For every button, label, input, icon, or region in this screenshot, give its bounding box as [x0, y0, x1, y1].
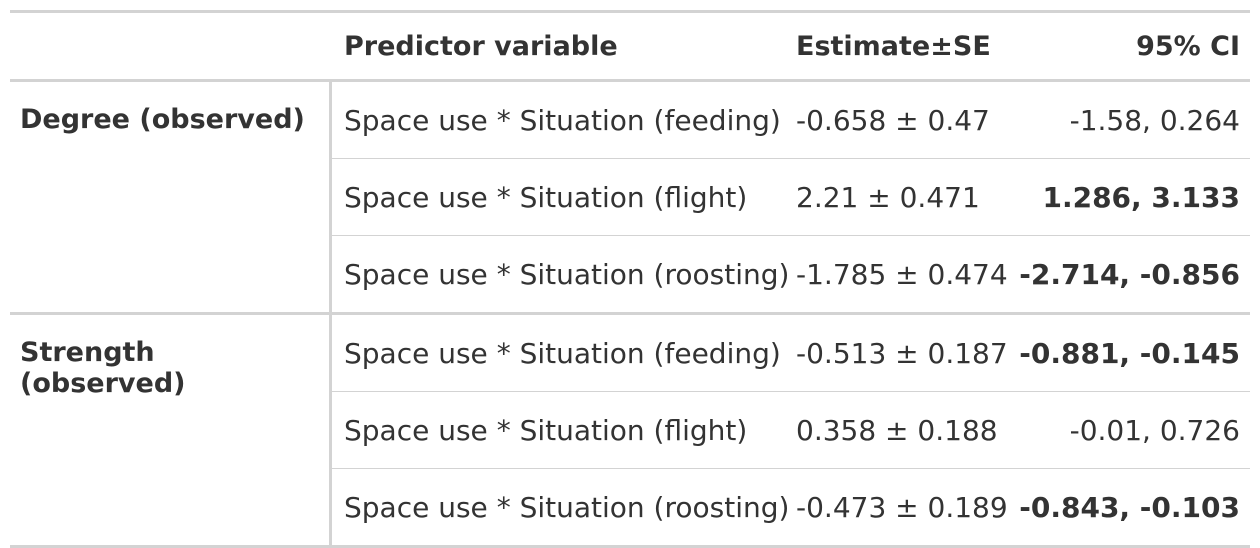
- estimate-header: Estimate±SE: [796, 30, 991, 62]
- ci-cell: -0.01, 0.726: [1069, 413, 1240, 447]
- predictor-header: Predictor variable: [344, 30, 618, 62]
- ci-header: 95% CI: [1136, 30, 1240, 62]
- stub-header: [10, 13, 332, 79]
- ci-cell: -0.881, -0.145: [1019, 336, 1240, 370]
- group-strength: Strength (observed) Space use * Situatio…: [10, 315, 1250, 548]
- predictor-cell: Space use * Situation (flight): [344, 413, 748, 447]
- predictor-cell: Space use * Situation (feeding): [344, 103, 781, 137]
- table-row: Space use * Situation (flight) 2.21 ± 0.…: [332, 159, 1250, 236]
- estimate-cell: -0.513 ± 0.187: [796, 336, 1008, 370]
- results-table: Predictor variable Estimate±SE 95% CI De…: [10, 10, 1250, 548]
- table-row: Space use * Situation (feeding) -0.658 ±…: [332, 82, 1250, 159]
- predictor-cell: Space use * Situation (roosting): [344, 257, 790, 291]
- estimate-cell: -0.473 ± 0.189: [796, 490, 1008, 524]
- ci-cell: -1.58, 0.264: [1069, 103, 1240, 137]
- estimate-cell: -0.658 ± 0.47: [796, 103, 990, 137]
- group-degree: Degree (observed) Space use * Situation …: [10, 82, 1250, 315]
- group-label: Strength (observed): [10, 315, 332, 545]
- group-label: Degree (observed): [10, 82, 332, 312]
- table-row: Space use * Situation (feeding) -0.513 ±…: [332, 315, 1250, 392]
- estimate-cell: -1.785 ± 0.474: [796, 257, 1008, 291]
- table-row: Space use * Situation (flight) 0.358 ± 0…: [332, 392, 1250, 469]
- table-row: Space use * Situation (roosting) -0.473 …: [332, 469, 1250, 545]
- estimate-cell: 0.358 ± 0.188: [796, 413, 998, 447]
- predictor-cell: Space use * Situation (roosting): [344, 490, 790, 524]
- header-row: Predictor variable Estimate±SE 95% CI: [10, 13, 1250, 82]
- predictor-cell: Space use * Situation (flight): [344, 180, 748, 214]
- estimate-cell: 2.21 ± 0.471: [796, 180, 980, 214]
- ci-cell: -2.714, -0.856: [1019, 257, 1240, 291]
- ci-cell: -0.843, -0.103: [1019, 490, 1240, 524]
- table-row: Space use * Situation (roosting) -1.785 …: [332, 236, 1250, 312]
- ci-cell: 1.286, 3.133: [1042, 180, 1240, 214]
- predictor-cell: Space use * Situation (feeding): [344, 336, 781, 370]
